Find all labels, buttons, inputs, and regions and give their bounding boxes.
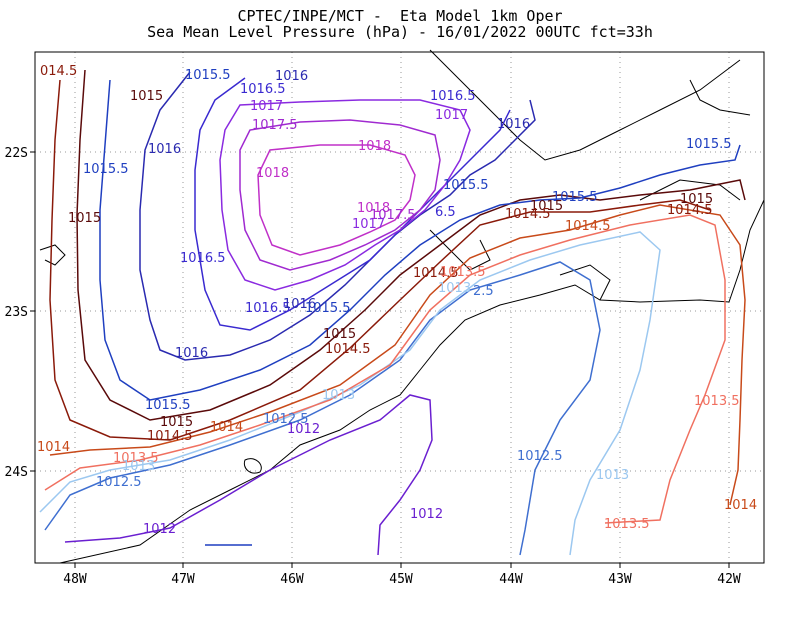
contour-label: 1016 — [497, 117, 530, 132]
x-tick-label: 46W — [280, 572, 304, 587]
contour-label: 1013.5 — [604, 517, 650, 532]
contour-label: 1013 — [438, 281, 471, 296]
contour-label: 1016.5 — [180, 251, 226, 266]
contour-label: 1013 — [322, 388, 355, 403]
y-axis-labels: 22S 23S 24S — [5, 146, 28, 480]
contour-label: 1012.5 — [96, 475, 142, 490]
map-frame — [34, 51, 765, 564]
contour-label: 1016 — [175, 346, 208, 361]
tick-marks — [30, 151, 730, 568]
contour-label: 1015.5 — [305, 301, 351, 316]
x-tick-label: 47W — [171, 572, 195, 587]
isobar-1014-5 — [49, 79, 711, 441]
contour-label: 1015 — [130, 89, 163, 104]
contour-label: 1016 — [148, 142, 181, 157]
contour-label: 1013.5 — [113, 451, 159, 466]
contour-label: 1014 — [210, 420, 243, 435]
contour-label: 1016.5 — [245, 301, 291, 316]
contour-label: 1015.5 — [443, 178, 489, 193]
contour-label: 1017.5 — [370, 208, 416, 223]
contour-label: 1015.5 — [185, 68, 231, 83]
contour-label: 6.5 — [435, 205, 456, 220]
title-line-2: Sea Mean Level Pressure (hPa) - 16/01/20… — [147, 23, 653, 41]
isobar-1012 — [64, 394, 433, 556]
x-tick-label: 45W — [389, 572, 413, 587]
x-tick-label: 48W — [63, 572, 87, 587]
contour-label: 1014 — [724, 498, 757, 513]
contour-label: 1017 — [352, 217, 385, 232]
contour-label: 1014.5 — [413, 266, 459, 281]
isobar-1013-5 — [44, 214, 726, 524]
contour-label: 1016.5 — [430, 89, 476, 104]
contour-label: 1018 — [358, 139, 391, 154]
contour-label: 1018 — [357, 201, 390, 216]
contour-label: 1015 — [530, 199, 563, 214]
contour-label: 1016 — [283, 297, 316, 312]
contour-label: 1016.5 — [240, 82, 286, 97]
contour-label: 1012 — [143, 522, 176, 537]
title-line-1: CPTEC/INPE/MCT - Eta Model 1km Oper — [237, 7, 563, 25]
map-title: CPTEC/INPE/MCT - Eta Model 1km Oper Sea M… — [0, 8, 800, 40]
contour-label: 1015 — [680, 192, 713, 207]
y-tick-label: 22S — [5, 146, 28, 161]
contour-label: 1017 — [435, 108, 468, 123]
contour-label: 1017.5 — [252, 118, 298, 133]
isobar-1016 — [139, 71, 536, 361]
contour-label: 1015.5 — [552, 190, 598, 205]
x-tick-label: 44W — [499, 572, 523, 587]
contour-label: 1014.5 — [147, 429, 193, 444]
isobar-1017 — [219, 99, 471, 291]
contour-label: 2.5 — [473, 284, 494, 299]
contour-label: 1016 — [275, 69, 308, 84]
contour-label: 1015 — [160, 415, 193, 430]
contour-label: 1015.5 — [686, 137, 732, 152]
coastline — [39, 49, 765, 564]
isobar-1013 — [39, 231, 661, 556]
x-tick-label: 43W — [608, 572, 632, 587]
contour-label: 1014 — [37, 440, 70, 455]
contour-label: 1018 — [256, 166, 289, 181]
contour-label: 1014.5 — [565, 219, 611, 234]
isobar-1017-5 — [239, 119, 441, 271]
contour-label: 1012 — [287, 422, 320, 437]
isobar-1015-5 — [99, 79, 741, 401]
contour-label: 1013 — [596, 468, 629, 483]
contour-label: 1014.5 — [325, 342, 371, 357]
contour-label: 1012.5 — [517, 449, 563, 464]
x-axis-labels: 48W 47W 46W 45W 44W 43W 42W — [63, 572, 741, 587]
contour-label: 014.5 — [40, 64, 77, 79]
contour-label: 1014.5 — [505, 207, 551, 222]
contour-label: 1015.5 — [83, 162, 129, 177]
contour-label: 1015.5 — [145, 398, 191, 413]
isobar-1014 — [49, 204, 746, 506]
contour-label: 1017 — [250, 99, 283, 114]
isobar-1018 — [257, 144, 416, 256]
isobar-1016-5 — [194, 77, 511, 331]
isobars — [39, 69, 746, 556]
y-tick-label: 23S — [5, 305, 28, 320]
contour-labels: 014.5 1015 1015.5 1016 1016.5 1017 1017.… — [37, 64, 757, 537]
contour-label: 1014.5 — [667, 203, 713, 218]
contour-label: 1013 — [122, 459, 155, 474]
contour-label: 1012 — [410, 507, 443, 522]
isobar-1012-5 — [44, 261, 601, 556]
contour-label: 1012.5 — [263, 412, 309, 427]
isobar-1015 — [76, 69, 746, 421]
contour-label: 1015 — [323, 327, 356, 342]
y-tick-label: 24S — [5, 465, 28, 480]
contour-label: 1013.5 — [694, 394, 740, 409]
grid-lines — [35, 52, 764, 563]
contour-label: 1015 — [68, 211, 101, 226]
contour-label: 1013.5 — [440, 265, 486, 280]
x-tick-label: 42W — [717, 572, 741, 587]
